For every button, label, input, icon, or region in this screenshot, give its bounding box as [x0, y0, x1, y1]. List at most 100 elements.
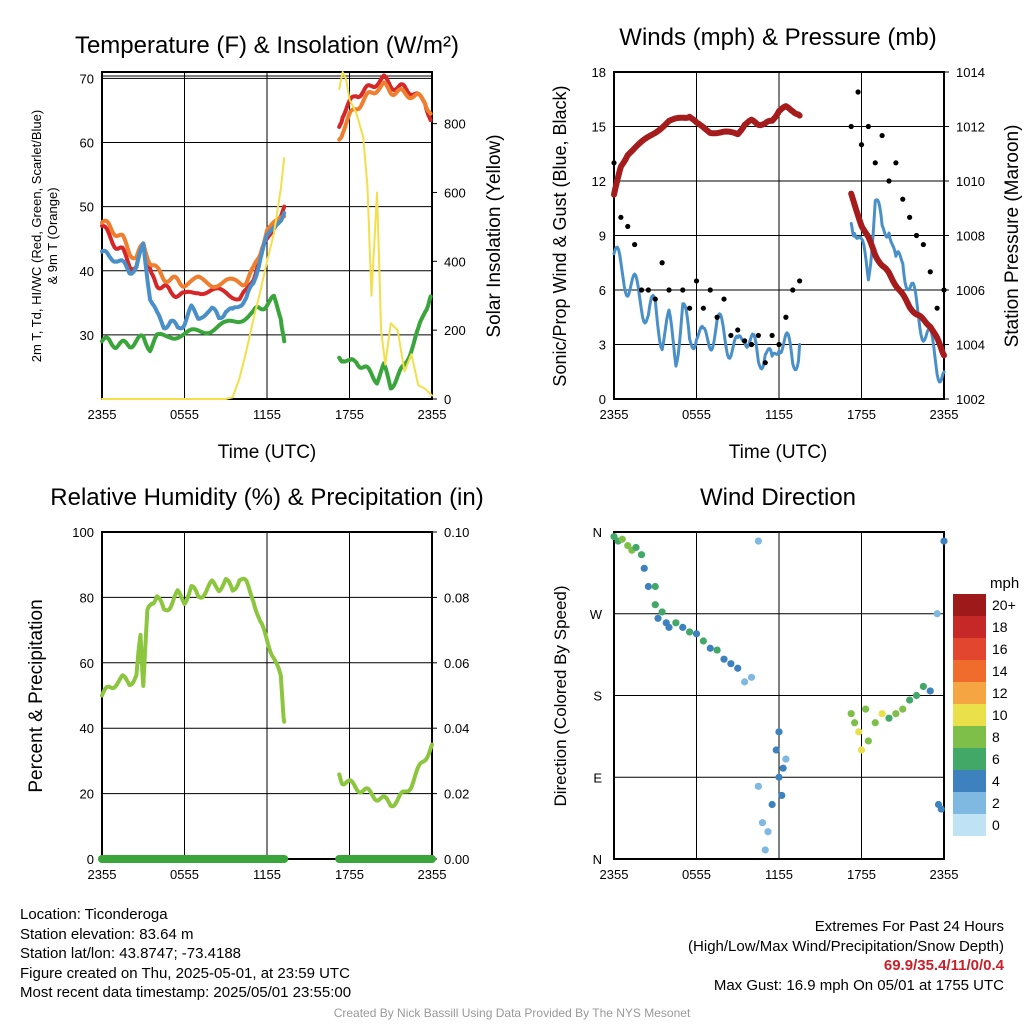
direction-point	[727, 660, 735, 668]
direction-point	[658, 608, 666, 616]
direction-point	[741, 678, 749, 686]
direction-point	[699, 637, 707, 645]
humidity-xtick-label: 0555	[170, 867, 199, 882]
direction-point	[651, 601, 659, 609]
direction-point	[912, 691, 921, 700]
credit-footer: Created By Nick Bassill Using Data Provi…	[333, 1006, 691, 1020]
humidity-title: Relative Humidity (%) & Precipitation (i…	[50, 484, 483, 511]
colorbar-swatch	[953, 726, 986, 748]
temperature-series-line	[100, 214, 287, 290]
direction-point	[847, 710, 855, 718]
colorbar-label: 2	[992, 795, 1000, 811]
colorbar-label: 18	[992, 619, 1008, 635]
winds-y2tick-label: 1010	[956, 174, 985, 189]
winds-gust-dot	[755, 332, 761, 339]
direction-point	[851, 719, 859, 727]
winds-y2tick-label: 1014	[956, 65, 985, 80]
winds-gust-dot	[638, 287, 645, 293]
direction-ytick-label: N	[593, 525, 602, 540]
humidity-series-line	[337, 742, 434, 809]
elevation-text: Station elevation: 83.64 m	[20, 925, 194, 943]
winds-gust-dot	[858, 142, 865, 148]
winds-ytick-label: 12	[592, 174, 606, 189]
temperature-xtick-label: 2355	[88, 407, 117, 422]
direction-point	[713, 646, 721, 654]
temperature-series-line	[100, 293, 287, 354]
humidity-y2tick-label: 0.04	[444, 721, 469, 736]
created-text: Figure created on Thu, 2025-05-01, at 23…	[20, 964, 350, 982]
temperature-frame	[101, 71, 433, 400]
humidity-xtick-label: 2355	[88, 867, 117, 882]
direction-point	[778, 791, 786, 800]
direction-point	[637, 551, 646, 559]
winds-gust-dot	[714, 314, 720, 320]
winds-gust-dot	[700, 305, 706, 311]
temperature-xtick-label: 1755	[335, 407, 364, 422]
humidity-ytick-label: 40	[80, 721, 94, 736]
colorbar-swatch	[953, 748, 986, 770]
winds-gust-dot	[645, 287, 651, 293]
direction-point	[857, 746, 866, 754]
direction-point	[782, 755, 790, 763]
extremes-values: 69.9/35.4/11/0/0.4	[883, 957, 1004, 974]
direction-ytick-label: S	[593, 689, 602, 704]
location-text: Location: Ticonderoga	[20, 906, 168, 923]
winds-y2tick-label: 1006	[956, 283, 985, 298]
direction-point	[933, 610, 941, 618]
direction-ytick-label: N	[593, 852, 602, 867]
direction-point	[632, 543, 640, 552]
winds-gust-dot	[625, 223, 631, 230]
direction-ytick-label: E	[593, 770, 602, 785]
colorbar-label: 0	[992, 817, 1000, 833]
colorbar-swatch	[953, 616, 986, 638]
winds-xtick-label: 1155	[765, 407, 793, 422]
winds-gust-dot	[776, 341, 782, 348]
temperature-ytick-label: 50	[80, 200, 94, 215]
temperature-xtick-label: 2355	[418, 407, 447, 422]
winds-ytick-label: 6	[599, 283, 606, 298]
temperature-ytick-label: 60	[80, 136, 94, 151]
winds-gust-dot	[783, 314, 789, 320]
humidity-ytick-label: 100	[72, 525, 94, 540]
colorbar-label: 16	[992, 641, 1008, 657]
humidity-y2tick-label: 0.06	[444, 656, 469, 671]
winds-gust-dot	[927, 269, 933, 275]
humidity-ytick-label: 80	[80, 590, 94, 605]
winds-gust-dot	[900, 196, 906, 202]
direction-title: Wind Direction	[700, 484, 856, 511]
direction-point	[871, 719, 879, 727]
colorbar-label: 14	[992, 663, 1008, 679]
direction-point	[672, 619, 680, 627]
winds-ytick-label: 0	[599, 392, 606, 407]
max-gust-text: Max Gust: 16.9 mph On 05/01 at 1755 UTC	[713, 976, 1004, 994]
direction-point	[665, 623, 673, 631]
colorbar-swatch	[953, 682, 986, 704]
colorbar-swatch	[953, 594, 986, 616]
direction-point	[754, 537, 762, 545]
winds-gust-dot	[913, 232, 920, 239]
winds-gust-dot	[611, 160, 617, 166]
colorbar-swatch	[953, 638, 986, 660]
winds-ylabel-left: Sonic/Prop Wind & Gust (Blue, Black)	[550, 85, 570, 386]
temperature-y2tick-label: 200	[444, 323, 466, 338]
temperature-title: Temperature (F) & Insolation (W/m²)	[75, 32, 459, 59]
direction-point	[747, 673, 756, 681]
temperature-xtick-label: 1155	[253, 407, 281, 422]
winds-series-line	[849, 198, 946, 384]
direction-xtick-label: 0555	[682, 867, 711, 882]
winds-xtick-label: 2355	[600, 407, 629, 422]
winds-gust-dot	[652, 296, 658, 302]
winds-gust-dot	[879, 132, 885, 139]
winds-xtick-label: 2355	[930, 407, 959, 422]
direction-point	[734, 664, 742, 672]
direction-point	[864, 737, 872, 745]
winds-gust-dot	[855, 89, 861, 95]
winds-gust-dot	[721, 296, 727, 302]
direction-ytick-label: W	[590, 607, 603, 622]
colorbar-label: 8	[992, 729, 1000, 745]
temperature-y2tick-label: 600	[444, 185, 466, 200]
direction-ylabel-left: Direction (Colored By Speed)	[551, 585, 570, 806]
winds-gust-dot	[920, 241, 926, 248]
winds-xlabel: Time (UTC)	[729, 442, 828, 463]
winds-gust-dot	[865, 123, 871, 130]
